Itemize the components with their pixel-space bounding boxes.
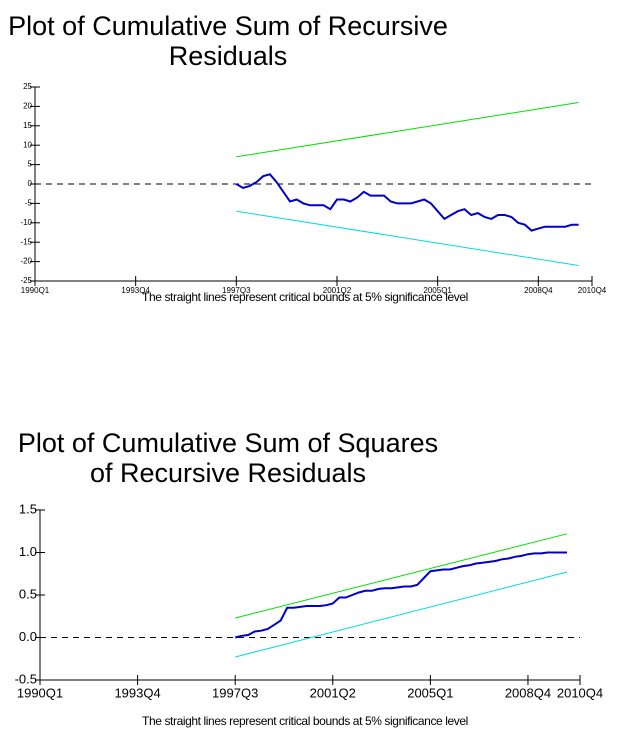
bound-line [235,571,568,658]
bound-line [235,533,568,619]
x-tick-label: 2001Q2 [310,685,356,700]
y-tick-label: 1.5 [19,501,37,516]
y-tick-label: 1.0 [19,544,37,559]
chart-title: Residuals [169,41,288,71]
chart-title: Plot of Cumulative Sum of Squares [18,428,438,458]
x-tick-label: 2005Q1 [423,286,452,295]
y-tick-label: -15 [20,237,32,246]
x-tick-label: 1997Q3 [222,286,251,295]
y-tick-label: 0.5 [19,586,37,601]
x-tick-label: 1997Q3 [212,685,258,700]
caption: The straight lines represent critical bo… [142,714,468,728]
y-tick-label: 0 [28,179,33,188]
x-tick-label: 2008Q4 [524,286,553,295]
y-tick-label: 25 [23,82,32,91]
y-tick-label: 0.0 [19,629,37,644]
y-tick-label: -0.5 [15,671,37,686]
y-tick-label: -20 [20,257,32,266]
x-tick-label: 2005Q1 [407,685,453,700]
x-tick-label: 2001Q2 [323,286,352,295]
y-tick-label: -25 [20,276,32,285]
chart-title: Plot of Cumulative Sum of Recursive [8,11,448,41]
data-line [235,173,579,232]
x-tick-label: 1990Q1 [21,286,50,295]
x-tick-label: 2010Q4 [578,286,607,295]
x-tick-label: 2010Q4 [557,685,603,700]
y-tick-label: 10 [23,140,32,149]
x-tick-label: 1993Q4 [121,286,150,295]
y-tick-label: 20 [23,102,32,111]
caption: The straight lines represent critical bo… [142,290,468,304]
x-tick-label: 1990Q1 [17,685,63,700]
bound-line [236,102,579,158]
data-line [234,551,567,639]
y-tick-label: 15 [23,121,32,130]
y-tick-label: -5 [25,199,33,208]
x-tick-label: 1993Q4 [114,685,160,700]
bound-line [236,210,579,266]
y-tick-label: 5 [28,160,33,169]
y-tick-label: -10 [20,218,32,227]
chart-title: of Recursive Residuals [90,458,366,488]
x-tick-label: 2008Q4 [505,685,551,700]
